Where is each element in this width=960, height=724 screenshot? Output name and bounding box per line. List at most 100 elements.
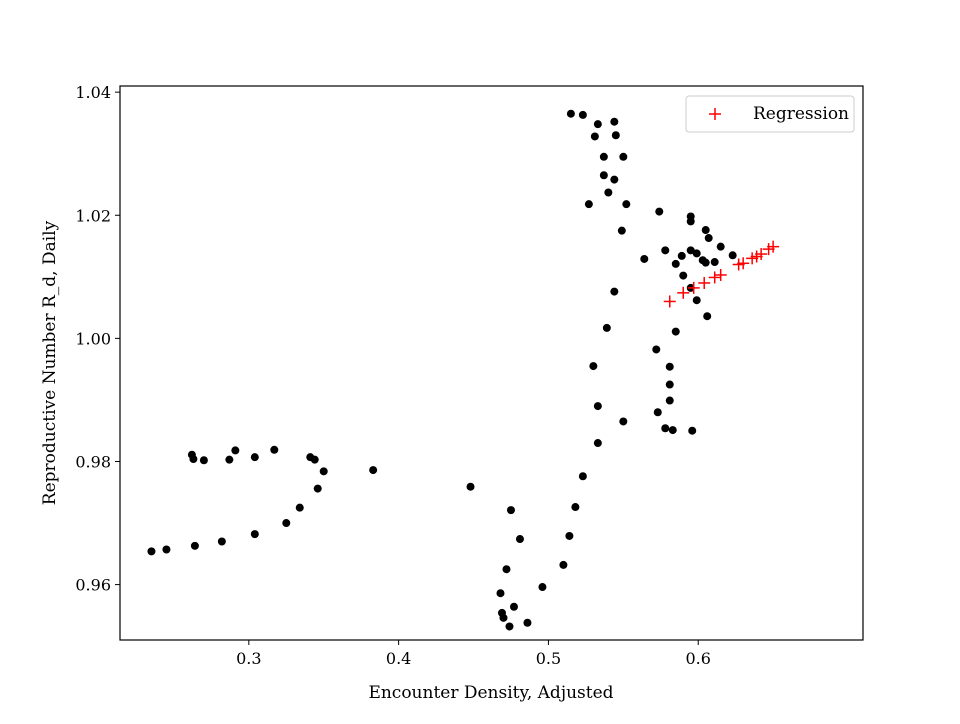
observed-point [225,455,234,464]
x-tick-label: 0.3 [236,649,261,668]
observed-point [502,565,511,574]
regression-point [687,281,700,294]
observed-point [593,120,602,129]
observed-point [310,455,319,464]
x-axis-label: Encounter Density, Adjusted [368,683,613,703]
observed-point [319,467,328,476]
regression-point [755,248,768,261]
observed-point [619,417,628,426]
observed-point [505,622,514,631]
observed-point [710,258,719,267]
observed-point [282,519,291,528]
observed-point [199,456,208,465]
plot-frame [119,85,864,641]
observed-point [611,131,620,140]
observed-point [565,531,574,540]
regression-point [714,268,727,281]
observed-point [661,246,670,255]
observed-point [369,466,378,475]
observed-point [652,345,661,354]
observed-point [250,453,259,462]
observed-point [653,408,662,417]
observed-point [665,380,674,389]
legend-box [685,95,855,133]
x-axis-ticks: 0.3 0.4 0.5 0.6 [236,640,711,668]
observed-point [665,396,674,405]
observed-point [640,254,649,263]
observed-point [578,110,587,119]
legend-regression-label: Regression [753,104,849,124]
observed-point [270,445,279,454]
y-tick-label: 1.02 [75,206,111,225]
observed-point [313,484,322,493]
observed-point [523,618,532,627]
observed-point [701,258,710,267]
observed-point [622,200,631,209]
observed-point [661,424,670,433]
y-tick-label: 1.04 [75,83,111,102]
legend: Regression [685,95,855,133]
observed-point [538,583,547,592]
observed-point [571,503,580,512]
observed-point [679,271,688,280]
observed-point [509,602,518,611]
observed-point [610,175,619,184]
observed-point [602,323,611,332]
regression-point [663,295,676,308]
observed-point [217,537,226,546]
observed-point [619,152,628,161]
y-axis-ticks: 0.96 0.98 1.00 1.02 1.04 [75,83,120,595]
regression-point [698,276,711,289]
x-tick-label: 0.5 [536,649,561,668]
observed-point [189,455,198,464]
observed-point [295,503,304,512]
legend-regression-marker [709,108,721,120]
observed-point [671,259,680,268]
observed-point [610,117,619,126]
observed-point [704,234,713,243]
observed-point [604,188,613,197]
observed-point [677,251,686,260]
observed-point [590,132,599,141]
x-tick-label: 0.4 [386,649,411,668]
observed-point [688,426,697,435]
observed-point [584,200,593,209]
observed-point [466,482,475,491]
observed-point [692,296,701,305]
observed-point [655,207,664,216]
observed-point [728,251,737,260]
regression-point [708,271,721,284]
observed-point [701,226,710,235]
observed-point [589,362,598,371]
y-tick-label: 0.96 [75,576,111,595]
observed-point [250,530,259,539]
x-tick-label: 0.6 [685,649,710,668]
observed-point [599,152,608,161]
observed-point [716,242,725,251]
observed-point [692,249,701,258]
observed-point [496,589,505,598]
observed-point [190,541,199,550]
observed-point [506,506,515,515]
regression-point [737,257,750,270]
observed-point [499,613,508,622]
observed-point [231,446,240,455]
regression-point [677,286,690,299]
observed-point [593,402,602,411]
observed-point [559,560,568,569]
observed-point [147,547,156,556]
y-axis-label: Reproductive Number R_d, Daily [40,220,60,505]
observed-point [686,217,695,226]
observed-point [610,287,619,296]
observed-point [665,362,674,371]
observed-point [686,246,695,255]
observed-point [578,472,587,481]
observed-point [162,545,171,554]
y-tick-label: 0.98 [75,452,111,471]
data-layer [147,109,780,631]
observed-point [593,439,602,448]
y-tick-label: 1.00 [75,329,111,348]
regression-point [767,240,780,253]
